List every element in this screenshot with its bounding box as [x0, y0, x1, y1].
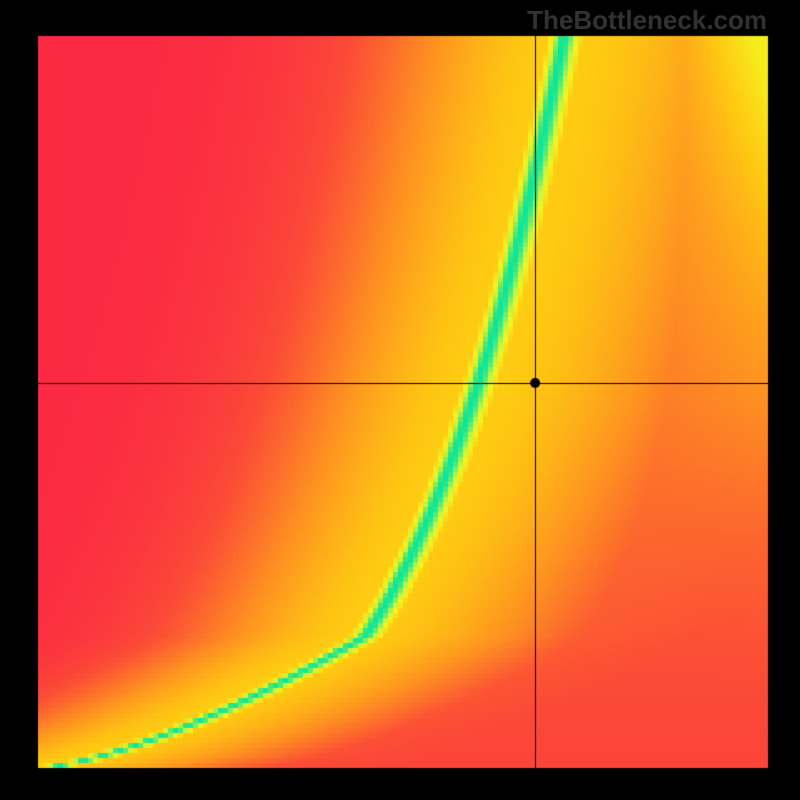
bottleneck-heatmap [0, 0, 800, 800]
